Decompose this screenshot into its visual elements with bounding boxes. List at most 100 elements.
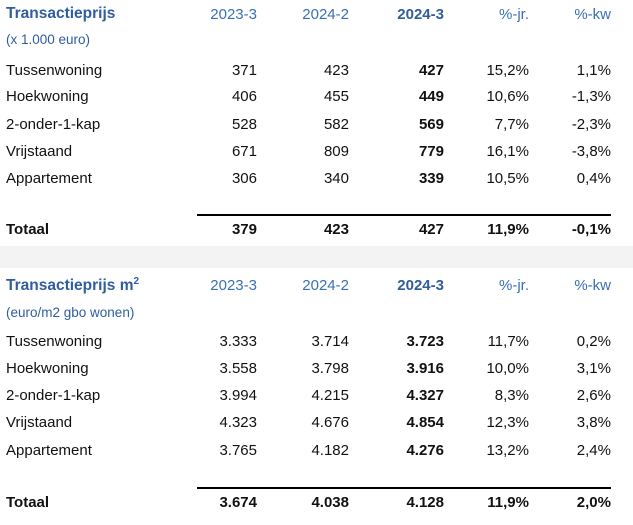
table-row: Vrijstaand 671 809 779 16,1% -3,8% [0,143,633,169]
col-header-2024-2: 2024-2 [302,277,349,294]
table-subtitle: (x 1.000 euro) [6,32,91,47]
cell-value: 3.674 [219,494,257,511]
cell-value: 569 [418,116,444,133]
row-label: Hoekwoning [6,88,89,105]
cell-value: 0,2% [576,333,611,350]
cell-value: 4.676 [311,414,349,431]
cell-value: 4.854 [406,414,444,431]
transactieprijs-m2-table: Transactieprijs m2 (euro/m2 gbo wonen) 2… [0,268,633,525]
cell-value: 671 [231,143,257,160]
col-header-pct-kw: %-kw [574,277,611,294]
cell-value: 406 [231,88,257,105]
cell-value: 3.994 [219,387,257,404]
cell-value: 340 [323,170,349,187]
table-title: Transactieprijs m2 [6,276,140,294]
cell-value: 4.323 [219,414,257,431]
cell-value: 582 [323,116,349,133]
cell-value: 0,4% [576,170,611,187]
cell-value: 2,4% [576,442,611,459]
table-row: Appartement 306 340 339 10,5% 0,4% [0,170,633,196]
cell-value: 427 [418,221,444,238]
table-row: Hoekwoning 406 455 449 10,6% -1,3% [0,88,633,114]
cell-value: 3.765 [219,442,257,459]
total-row: Totaal 379 423 427 11,9% -0,1% [0,221,633,247]
row-label: Hoekwoning [6,360,89,377]
cell-value: -0,1% [571,221,611,238]
cell-value: 1,1% [576,62,611,79]
cell-value: 423 [323,62,349,79]
table-row: 2-onder-1-kap 3.994 4.215 4.327 8,3% 2,6… [0,387,633,413]
cell-value: 371 [231,62,257,79]
section-divider [0,246,633,268]
col-header-pct-jr: %-jr. [499,277,529,294]
row-label: Vrijstaand [6,143,73,160]
cell-value: 3.798 [311,360,349,377]
cell-value: 12,3% [486,414,529,431]
cell-value: 4.215 [311,387,349,404]
cell-value: 3.916 [406,360,444,377]
col-header-2023-3: 2023-3 [210,6,257,23]
cell-value: 4.276 [406,442,444,459]
col-header-2024-3: 2024-3 [397,277,444,294]
cell-value: 3.723 [406,333,444,350]
cell-value: 4.038 [311,494,349,511]
cell-value: 15,2% [486,62,529,79]
row-label: 2-onder-1-kap [6,387,101,404]
table-row: Appartement 3.765 4.182 4.276 13,2% 2,4% [0,442,633,468]
cell-value: 3,8% [576,414,611,431]
row-label: Appartement [6,170,92,187]
total-divider [197,214,611,216]
col-header-pct-jr: %-jr. [499,6,529,23]
row-label: Tussenwoning [6,62,103,79]
cell-value: 306 [231,170,257,187]
cell-value: 4.182 [311,442,349,459]
cell-value: 528 [231,116,257,133]
row-label: Appartement [6,442,92,459]
cell-value: -3,8% [571,143,611,160]
cell-value: 10,5% [486,170,529,187]
cell-value: 2,6% [576,387,611,404]
col-header-pct-kw: %-kw [574,6,611,23]
cell-value: 4.128 [406,494,444,511]
cell-value: 3.558 [219,360,257,377]
cell-value: 3.714 [311,333,349,350]
col-header-2023-3: 2023-3 [210,277,257,294]
cell-value: 809 [323,143,349,160]
table-title: Transactieprijs [6,5,116,22]
total-label: Totaal [6,221,50,238]
cell-value: -1,3% [571,88,611,105]
total-row: Totaal 3.674 4.038 4.128 11,9% 2,0% [0,494,633,520]
cell-value: 11,7% [487,333,529,350]
cell-value: 427 [418,62,444,79]
table-row: Tussenwoning 3.333 3.714 3.723 11,7% 0,2… [0,333,633,359]
title-superscript: 2 [133,276,140,287]
cell-value: 3,1% [576,360,611,377]
table-row: 2-onder-1-kap 528 582 569 7,7% -2,3% [0,116,633,142]
table-row: Hoekwoning 3.558 3.798 3.916 10,0% 3,1% [0,360,633,386]
cell-value: 449 [418,88,444,105]
cell-value: 10,0% [486,360,529,377]
cell-value: 4.327 [406,387,444,404]
total-divider [197,487,611,489]
col-header-2024-2: 2024-2 [302,6,349,23]
cell-value: 7,7% [494,116,529,133]
cell-value: 13,2% [486,442,529,459]
table-subtitle: (euro/m2 gbo wonen) [6,305,135,320]
row-label: Vrijstaand [6,414,73,431]
row-label: 2-onder-1-kap [6,116,101,133]
cell-value: 3.333 [219,333,257,350]
col-header-2024-3: 2024-3 [397,6,444,23]
cell-value: 379 [231,221,257,238]
cell-value: 423 [323,221,349,238]
cell-value: 779 [418,143,444,160]
cell-value: 455 [323,88,349,105]
cell-value: 11,9% [487,221,529,238]
table-row: Tussenwoning 371 423 427 15,2% 1,1% [0,62,633,88]
cell-value: 339 [418,170,444,187]
cell-value: 11,9% [487,494,529,511]
table-row: Vrijstaand 4.323 4.676 4.854 12,3% 3,8% [0,414,633,440]
cell-value: 8,3% [494,387,529,404]
transactieprijs-table: Transactieprijs (x 1.000 euro) 2023-3 20… [0,0,633,246]
total-label: Totaal [6,494,50,511]
cell-value: 10,6% [486,88,529,105]
